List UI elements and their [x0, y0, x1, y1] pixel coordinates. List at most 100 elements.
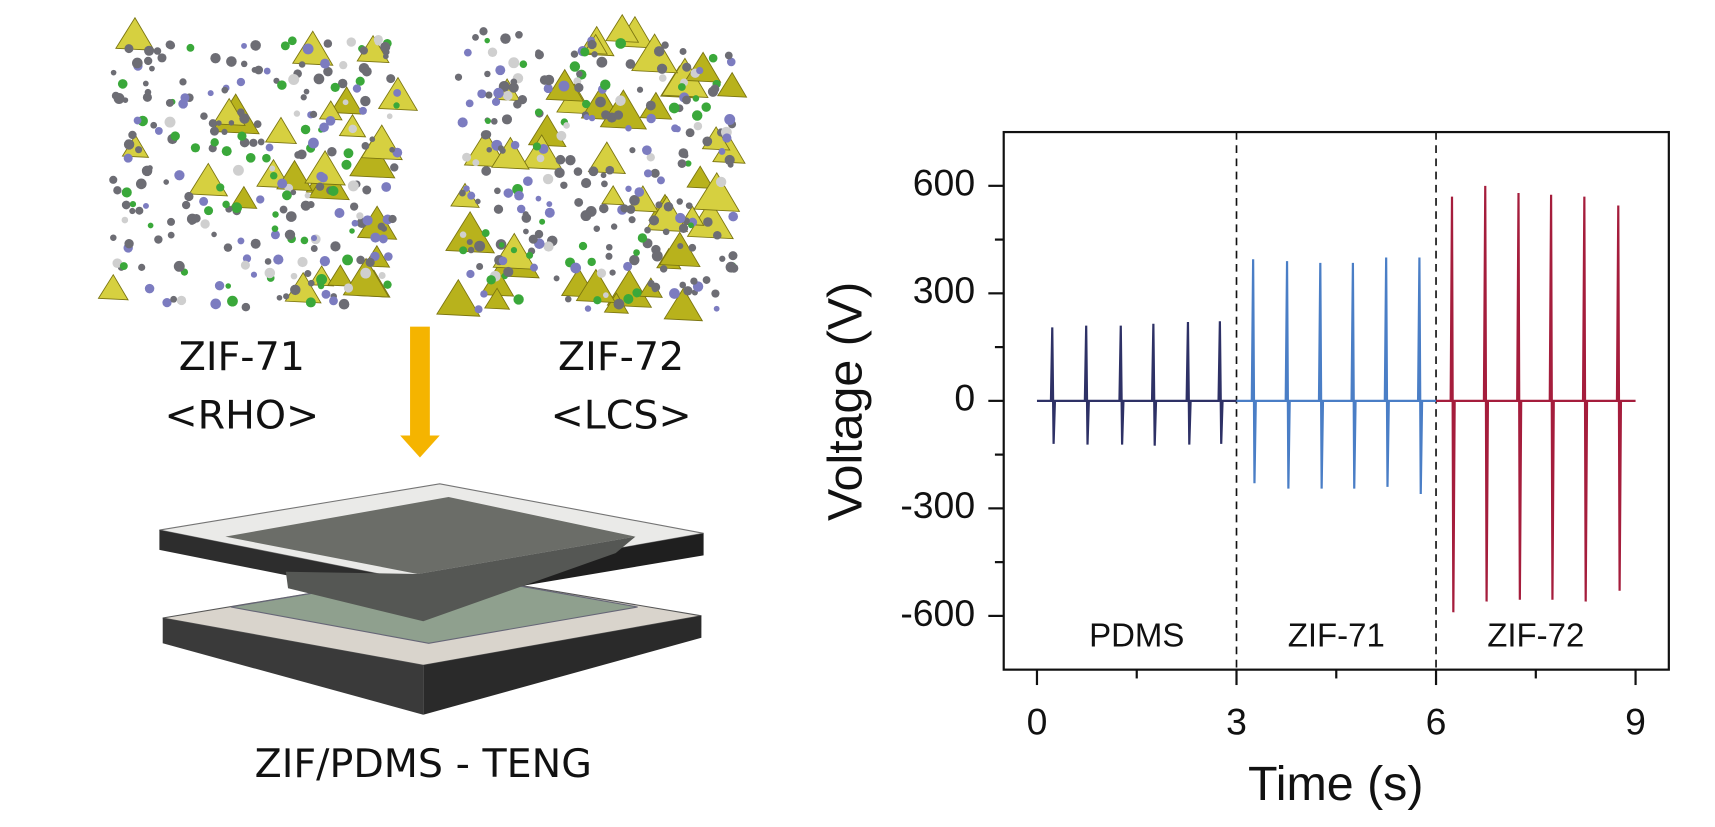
- atom: [703, 217, 713, 227]
- atom: [300, 236, 309, 245]
- atom: [393, 102, 400, 109]
- atom: [682, 62, 692, 72]
- atom: [290, 189, 297, 196]
- atom: [334, 207, 345, 218]
- atom: [482, 130, 492, 139]
- atom: [637, 233, 648, 243]
- atom: [682, 95, 691, 105]
- atom: [656, 63, 668, 74]
- atom: [386, 113, 393, 120]
- atom: [386, 74, 396, 84]
- atom: [133, 116, 142, 125]
- atom: [174, 170, 185, 181]
- x-tick-label: 6: [1426, 700, 1447, 742]
- atom: [263, 67, 271, 75]
- atom: [661, 41, 669, 49]
- atom: [555, 154, 566, 165]
- atom: [679, 47, 687, 55]
- atom: [359, 46, 368, 55]
- atom: [303, 88, 310, 95]
- atom: [250, 271, 258, 278]
- atom: [342, 254, 353, 266]
- atom: [109, 175, 118, 184]
- atom: [494, 187, 501, 195]
- atom: [294, 151, 302, 159]
- atom: [685, 160, 692, 167]
- device-label: ZIF/PDMS - TENG: [255, 741, 592, 787]
- atom: [702, 136, 713, 147]
- atom: [135, 178, 147, 190]
- atom: [576, 70, 583, 78]
- atom: [685, 202, 693, 210]
- region-label: PDMS: [1089, 616, 1184, 653]
- atom: [121, 187, 132, 198]
- atom: [724, 114, 736, 125]
- atom: [582, 99, 591, 109]
- atom: [646, 153, 655, 162]
- atom: [710, 84, 720, 94]
- atom: [486, 275, 496, 285]
- atom: [485, 91, 493, 99]
- atom: [495, 65, 506, 76]
- atom: [236, 108, 245, 117]
- atom: [309, 110, 318, 118]
- atom: [129, 207, 136, 215]
- atom: [216, 120, 222, 126]
- atom: [176, 295, 187, 306]
- atom: [466, 269, 475, 279]
- atom: [119, 262, 128, 271]
- atom: [724, 51, 733, 60]
- atom: [526, 251, 534, 259]
- atom: [726, 57, 736, 67]
- atom: [132, 57, 143, 69]
- atom: [112, 258, 123, 269]
- tetrahedron: [115, 16, 155, 51]
- atom: [135, 146, 143, 154]
- atom: [240, 60, 248, 68]
- atom: [719, 255, 726, 262]
- atom: [596, 56, 608, 68]
- atom: [293, 110, 301, 117]
- atom: [138, 263, 146, 271]
- atom: [242, 254, 252, 263]
- atom: [272, 211, 279, 218]
- atom: [651, 250, 663, 262]
- atom: [144, 45, 155, 56]
- atom: [642, 145, 652, 156]
- atom: [124, 44, 134, 54]
- atom: [678, 223, 689, 233]
- atom: [300, 200, 311, 211]
- atom: [546, 201, 553, 207]
- atom: [369, 136, 376, 143]
- atom: [501, 114, 513, 125]
- atom: [653, 46, 665, 57]
- atom: [221, 146, 232, 157]
- atom: [615, 95, 626, 106]
- atom: [361, 142, 370, 150]
- atom: [241, 42, 247, 49]
- y-axis-title: Voltage (V): [818, 282, 872, 521]
- atom: [341, 159, 352, 170]
- atom: [629, 147, 636, 154]
- atom: [384, 252, 393, 261]
- atom: [701, 102, 711, 112]
- atom: [269, 165, 276, 172]
- atom: [692, 95, 700, 102]
- structure-topology: <RHO>: [165, 392, 320, 438]
- atom: [556, 130, 567, 141]
- region-label: ZIF-71: [1288, 616, 1385, 653]
- atom: [351, 219, 359, 227]
- atom: [625, 185, 632, 192]
- atom: [298, 61, 306, 68]
- atom: [389, 146, 395, 153]
- atom: [283, 293, 290, 300]
- atom: [521, 213, 532, 223]
- atom: [154, 127, 163, 135]
- tetrahedron: [693, 172, 741, 212]
- atom: [365, 257, 375, 267]
- atom: [535, 195, 542, 202]
- atom: [223, 243, 233, 252]
- atom: [523, 228, 529, 235]
- atom: [542, 173, 554, 185]
- atom: [142, 80, 149, 87]
